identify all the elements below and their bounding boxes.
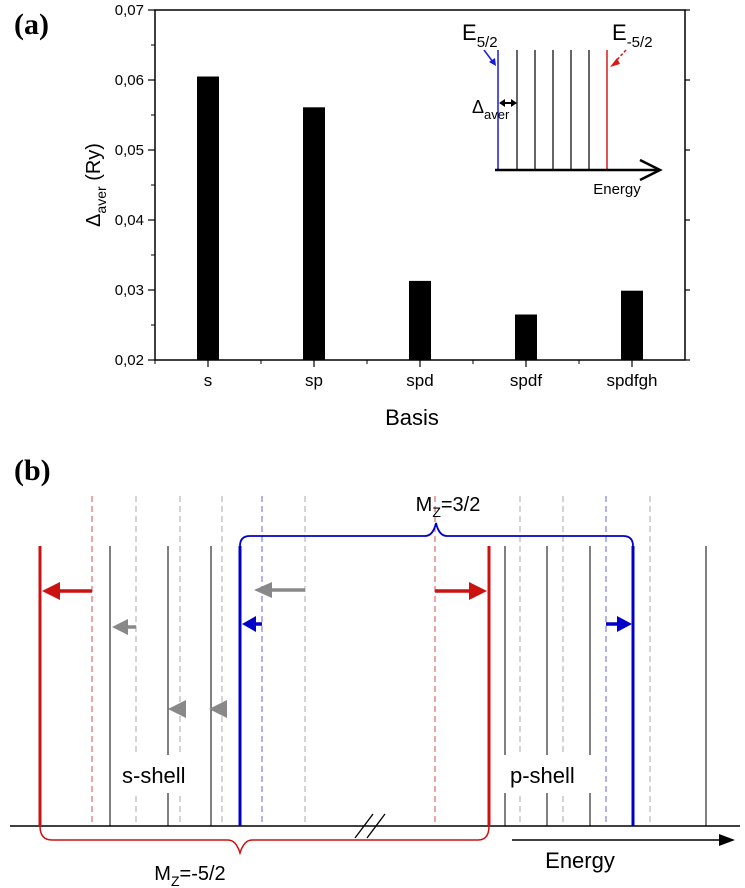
p-shell-label-bg xyxy=(500,755,594,793)
panel-b-label: (b) xyxy=(14,454,51,487)
bar-s xyxy=(197,76,219,360)
x-tick-label: spdf xyxy=(510,371,542,390)
shift-arrowhead-red xyxy=(42,582,60,600)
shift-arrowhead-gray xyxy=(112,619,128,635)
bar-series xyxy=(197,76,643,360)
shift-arrowhead-blue xyxy=(617,616,632,632)
y-axis-title-unit: (Ry) xyxy=(83,143,105,186)
shift-arrows xyxy=(42,582,632,718)
x-tick-label: sp xyxy=(305,371,323,390)
bar-spdfgh xyxy=(621,290,643,360)
axis-break-mark xyxy=(366,813,386,839)
mz-top-label: MZ=3/2 xyxy=(416,494,481,520)
inset-delta-arrowhead-left xyxy=(499,99,505,107)
inset-e52-pointer-head xyxy=(489,58,496,66)
bar-spdf xyxy=(515,314,537,360)
y-tick-label: 0,07 xyxy=(115,2,144,19)
inset-delta-label: Δaver xyxy=(472,97,510,122)
y-axis-title-main: Δ xyxy=(83,214,105,227)
x-tick-label: spd xyxy=(406,371,433,390)
inset-em52-pointer-head xyxy=(610,58,620,67)
inset-delta-arrowhead-right xyxy=(511,99,517,107)
shift-arrowhead-blue xyxy=(242,616,256,632)
p-shell-label: p-shell xyxy=(510,763,575,788)
mz-bottom-label: MZ=-5/2 xyxy=(154,863,225,888)
y-axis: 0,02 0,03 0,04 0,05 0,06 0,07 xyxy=(115,2,690,369)
brace-mz-top xyxy=(239,522,634,551)
y-axis-title: Δaver (Ry) xyxy=(83,143,109,227)
shift-arrowhead-gray xyxy=(168,700,186,718)
bar-sp xyxy=(303,107,325,360)
x-axis: s sp spd spdf spdfgh xyxy=(154,360,658,390)
panel-a-label: (a) xyxy=(14,8,49,41)
svg-text:Δaver (Ry): Δaver (Ry) xyxy=(83,143,109,227)
inset-energy-label: Energy xyxy=(593,181,641,198)
y-tick-label: 0,03 xyxy=(115,282,144,299)
y-axis-title-sub: aver xyxy=(93,186,109,214)
axis-break-mark xyxy=(354,813,374,839)
inset-energy-arrowhead xyxy=(639,158,663,182)
shift-arrowhead-gray xyxy=(254,582,272,598)
y-tick-label: 0,04 xyxy=(115,212,144,229)
energy-arrowhead xyxy=(719,834,735,846)
shift-arrowhead-red xyxy=(469,582,487,600)
panel-a: (a) 0,020,030,040,050,060,07 s sp spd spdf s… xyxy=(14,2,690,430)
s-shell-label-bg xyxy=(112,755,206,793)
s-shell-label: s-shell xyxy=(122,763,186,788)
brace-mz-bottom xyxy=(39,825,490,856)
panel-b: (b) xyxy=(10,454,740,888)
y-tick-label: 0,06 xyxy=(115,72,144,89)
inset-e52-pointer xyxy=(483,49,494,63)
energy-label: Energy xyxy=(545,848,615,873)
inset-e52-label: E5/2 xyxy=(462,20,498,51)
shift-arrowhead-gray xyxy=(209,700,227,718)
x-tick-label: spdfgh xyxy=(606,371,657,390)
inset-em52-pointer xyxy=(614,49,627,63)
x-axis-title: Basis xyxy=(385,405,439,430)
inset-energy-levels: Energy E5/2 E-5/2 Δaver xyxy=(462,20,663,198)
inset-em52-label: E-5/2 xyxy=(612,20,653,51)
y-tick-label: 0,02 xyxy=(115,352,144,369)
y-tick-label: 0,05 xyxy=(115,142,144,159)
bar-spd xyxy=(409,280,431,360)
x-tick-label: s xyxy=(204,371,213,390)
